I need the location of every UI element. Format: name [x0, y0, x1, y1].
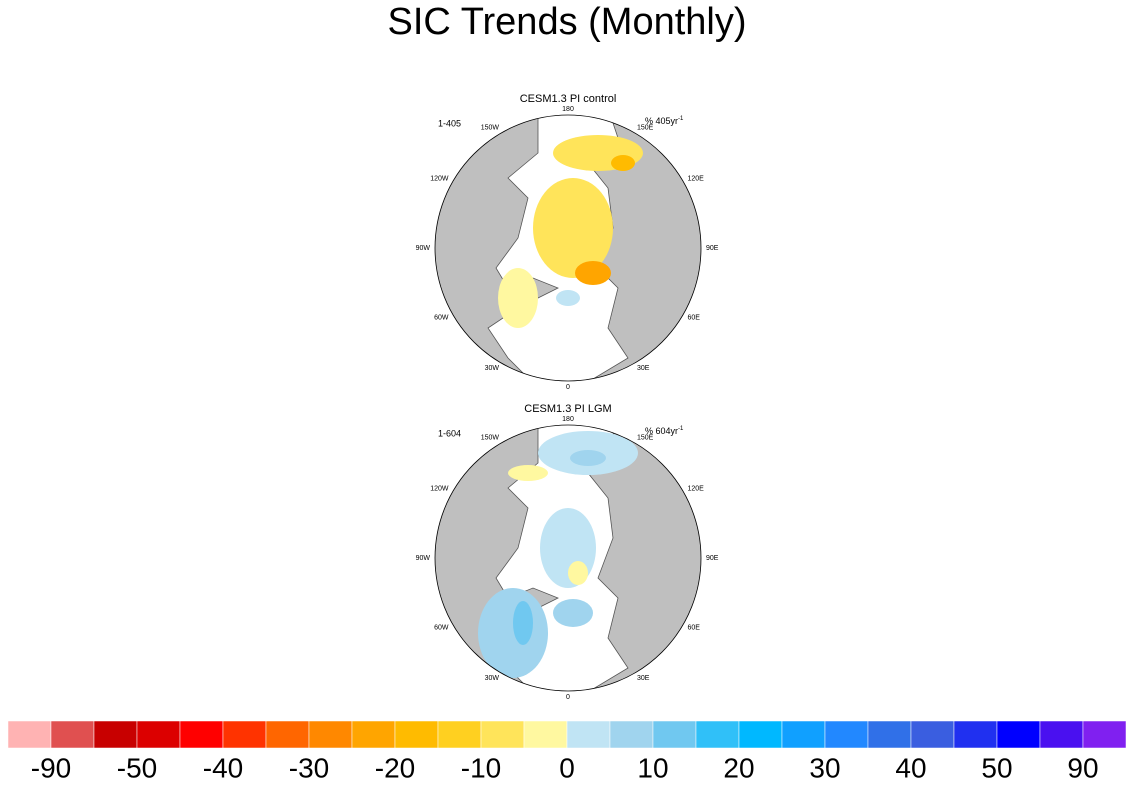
longitude-label: 150E	[637, 124, 654, 131]
map-panel	[434, 114, 702, 382]
trend-area	[556, 290, 580, 306]
longitude-label: 150W	[481, 434, 500, 441]
longitude-label: 180	[562, 416, 574, 423]
longitude-label: 30W	[485, 675, 500, 682]
longitude-label: 90W	[416, 245, 431, 252]
colorbar-label: 90	[1067, 752, 1098, 783]
panel-left-label: 1-604	[438, 428, 461, 438]
colorbar-label: -40	[203, 752, 243, 783]
colorbar-box	[996, 720, 1041, 749]
colorbar-box	[437, 720, 482, 749]
colorbar-label: -30	[289, 752, 329, 783]
longitude-label: 0	[566, 694, 570, 701]
colorbar-box	[179, 720, 224, 749]
panel-title: CESM1.3 PI control	[520, 93, 617, 105]
units-text: % 604yr	[645, 426, 678, 436]
colorbar-box	[136, 720, 181, 749]
units-exponent: -1	[678, 116, 684, 122]
colorbar-box	[308, 720, 353, 749]
colorbar-box	[7, 720, 52, 749]
colorbar-box	[1039, 720, 1084, 749]
longitude-label: 120W	[430, 175, 449, 182]
colorbar-box	[93, 720, 138, 749]
trend-area	[508, 465, 548, 481]
colorbar-box	[953, 720, 998, 749]
panel-units: % 604yr-1	[645, 426, 684, 437]
trend-area	[533, 178, 613, 278]
colorbar-box	[222, 720, 267, 749]
colorbar-label: -10	[461, 752, 501, 783]
colorbar-box	[781, 720, 826, 749]
trend-area	[568, 561, 588, 585]
longitude-label: 60W	[434, 624, 449, 631]
colorbar-label: 30	[809, 752, 840, 783]
colorbar-label: 0	[559, 752, 575, 783]
colorbar-box	[738, 720, 783, 749]
longitude-label: 60E	[688, 314, 701, 321]
longitude-label: 60E	[688, 624, 701, 631]
colorbar-box	[910, 720, 955, 749]
longitude-label: 30E	[637, 365, 650, 372]
colorbar-box	[867, 720, 912, 749]
longitude-label: 30E	[637, 675, 650, 682]
colorbar-box	[394, 720, 439, 749]
colorbar-box	[566, 720, 611, 749]
longitude-label: 120E	[688, 485, 705, 492]
trend-area	[553, 599, 593, 627]
panel-left-label: 1-405	[438, 118, 461, 128]
trend-area	[611, 155, 635, 171]
colorbar-label: -50	[117, 752, 157, 783]
colorbar-label: 50	[981, 752, 1012, 783]
colorbar-box	[695, 720, 740, 749]
colorbar-label: 40	[895, 752, 926, 783]
trend-area	[498, 268, 538, 328]
colorbar-label: 10	[637, 752, 668, 783]
map-border	[434, 424, 702, 692]
colorbar-label: -90	[31, 752, 71, 783]
longitude-label: 0	[566, 384, 570, 391]
trend-area	[513, 601, 533, 645]
colorbar-box	[480, 720, 525, 749]
panel-title: CESM1.3 PI LGM	[524, 403, 611, 415]
longitude-label: 60W	[434, 314, 449, 321]
colorbar-box	[652, 720, 697, 749]
colorbar-box	[824, 720, 869, 749]
longitude-label: 180	[562, 106, 574, 113]
colorbar-box	[265, 720, 310, 749]
longitude-label: 150E	[637, 434, 654, 441]
trend-area	[570, 450, 606, 466]
colorbar-box	[351, 720, 396, 749]
figure-title: SIC Trends (Monthly)	[388, 1, 747, 43]
colorbar-label: 20	[723, 752, 754, 783]
longitude-label: 150W	[481, 124, 500, 131]
longitude-label: 90W	[416, 555, 431, 562]
longitude-label: 120E	[688, 175, 705, 182]
map-panel	[434, 424, 702, 692]
panel-units: % 405yr-1	[645, 116, 684, 127]
colorbar-box	[523, 720, 568, 749]
colorbar-box	[1082, 720, 1127, 749]
colorbar-box	[609, 720, 654, 749]
longitude-label: 90E	[706, 245, 719, 252]
units-exponent: -1	[678, 426, 684, 432]
longitude-label: 90E	[706, 555, 719, 562]
longitude-label: 30W	[485, 365, 500, 372]
colorbar-label: -20	[375, 752, 415, 783]
units-text: % 405yr	[645, 116, 678, 126]
colorbar-box	[50, 720, 95, 749]
trend-area	[575, 261, 611, 285]
map-border	[434, 114, 702, 382]
longitude-label: 120W	[430, 485, 449, 492]
